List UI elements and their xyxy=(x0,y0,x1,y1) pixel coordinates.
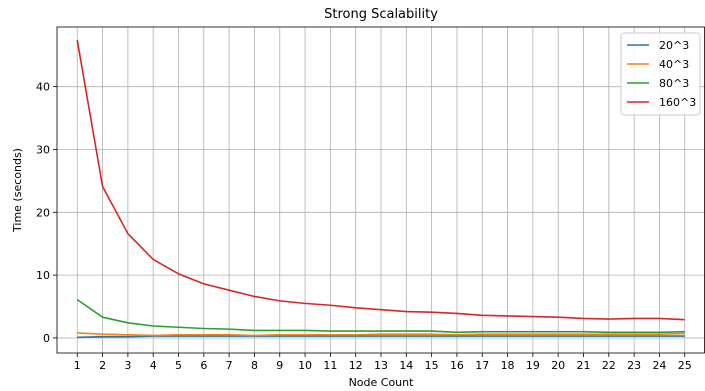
x-tick-label: 16 xyxy=(450,359,464,372)
y-tick-label: 20 xyxy=(36,206,50,219)
x-tick-label: 22 xyxy=(602,359,616,372)
x-tick-label: 14 xyxy=(399,359,413,372)
x-tick-label: 12 xyxy=(349,359,363,372)
series-line-40^3 xyxy=(77,332,685,337)
x-axis-label: Node Count xyxy=(349,376,415,389)
legend-label: 40^3 xyxy=(659,58,689,71)
x-tick-label: 11 xyxy=(323,359,337,372)
y-tick-label: 10 xyxy=(36,269,50,282)
x-tick-label: 4 xyxy=(150,359,157,372)
series-layer xyxy=(76,40,685,339)
x-tick-label: 13 xyxy=(374,359,388,372)
series-line-80^3 xyxy=(76,298,685,334)
x-tick-label: 9 xyxy=(276,359,283,372)
grid xyxy=(57,27,705,353)
x-tick-label: 19 xyxy=(526,359,540,372)
x-tick-label: 8 xyxy=(251,359,258,372)
x-tick-label: 6 xyxy=(200,359,207,372)
legend-box xyxy=(620,32,701,116)
y-tick-label: 40 xyxy=(36,81,50,94)
y-axis-label: Time (seconds) xyxy=(11,148,24,233)
series-line-20^3 xyxy=(77,335,685,339)
x-tick-label: 1 xyxy=(74,359,81,372)
x-tick-label: 3 xyxy=(124,359,131,372)
x-tick-label: 25 xyxy=(678,359,692,372)
legend: 20^3 40^3 80^3 160^3 xyxy=(620,32,701,116)
series-line-160^3 xyxy=(76,40,685,321)
x-tick-label: 5 xyxy=(175,359,182,372)
x-tick-label: 7 xyxy=(226,359,233,372)
legend-label: 160^3 xyxy=(659,96,696,109)
axes: 1 2 3 4 5 6 7 8 9 10 11 12 13 14 15 16 17 18 19 20 21 22 23 24 2… xyxy=(36,26,705,372)
x-tick-label: 15 xyxy=(425,359,439,372)
y-tick-label: 30 xyxy=(36,143,50,156)
x-tick-label: 10 xyxy=(298,359,312,372)
x-tick-label: 17 xyxy=(475,359,489,372)
x-tick-label: 18 xyxy=(501,359,515,372)
x-tick-label: 21 xyxy=(577,359,591,372)
x-tick-label: 2 xyxy=(99,359,106,372)
y-tick-label: 0 xyxy=(43,332,50,345)
x-tick-label: 24 xyxy=(652,359,666,372)
legend-label: 80^3 xyxy=(659,77,689,90)
chart-title: Strong Scalability xyxy=(324,7,438,22)
x-tick-label: 23 xyxy=(627,359,641,372)
legend-label: 20^3 xyxy=(659,39,689,52)
x-tick-label: 20 xyxy=(551,359,565,372)
